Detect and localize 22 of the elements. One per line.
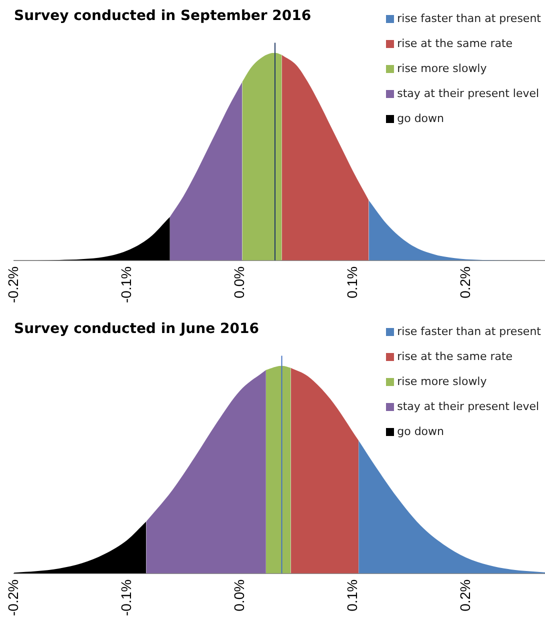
chart-title: Survey conducted in September 2016 bbox=[14, 8, 312, 24]
legend-label: go down bbox=[397, 112, 444, 125]
legend-label: go down bbox=[397, 425, 444, 438]
x-tick-label: -0.2% bbox=[4, 579, 21, 616]
x-tick-label: -0.2% bbox=[4, 266, 21, 304]
chart-title: Survey conducted in June 2016 bbox=[14, 321, 259, 338]
x-tick-label: -0.1% bbox=[118, 266, 134, 304]
x-tick-label: 0.0% bbox=[230, 266, 247, 298]
legend-label: stay at their present level bbox=[397, 400, 540, 413]
legend-label: rise more slowly bbox=[397, 375, 487, 388]
legend-label: rise at the same rate bbox=[397, 350, 513, 363]
x-tick-label: 0.0% bbox=[230, 579, 247, 612]
x-tick-label: 0.2% bbox=[456, 579, 473, 612]
x-tick-label: -0.1% bbox=[118, 579, 134, 616]
x-tick-label: 0.2% bbox=[456, 266, 473, 298]
legend-label: stay at their present level bbox=[397, 87, 540, 100]
x-tick-label: 0.1% bbox=[344, 266, 360, 298]
legend-label: rise faster than at present bbox=[397, 325, 541, 338]
x-tick-label: 0.1% bbox=[344, 579, 360, 612]
legend-label: rise faster than at present bbox=[397, 12, 541, 25]
legend-label: rise at the same rate bbox=[397, 37, 513, 50]
legend-label: rise more slowly bbox=[397, 62, 487, 75]
